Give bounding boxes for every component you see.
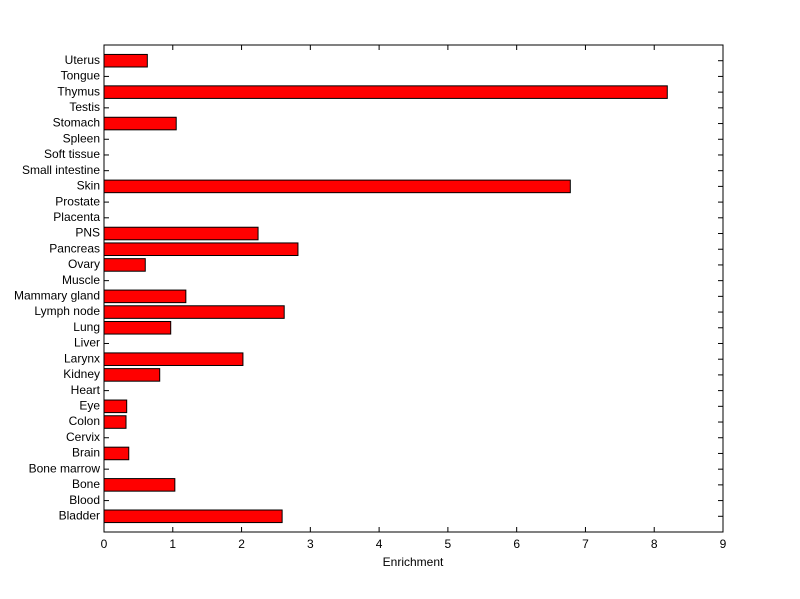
y-tick-label: Muscle xyxy=(62,273,100,287)
x-tick-label: 5 xyxy=(445,537,452,551)
y-tick-label: Prostate xyxy=(55,194,100,208)
bar xyxy=(103,289,187,304)
y-tick-label: Cervix xyxy=(66,430,100,444)
y-tick-label: Eye xyxy=(79,398,100,412)
x-axis-label: Enrichment xyxy=(383,555,444,569)
y-tick-label: Mammary gland xyxy=(14,289,100,303)
y-tick-label: Stomach xyxy=(53,116,100,130)
y-tick-label: Larynx xyxy=(64,351,100,365)
bar xyxy=(103,368,161,382)
x-tick-label: 2 xyxy=(238,537,245,551)
y-tick-label: PNS xyxy=(75,226,100,240)
y-tick-label: Uterus xyxy=(65,53,100,67)
bar xyxy=(103,226,259,241)
x-tick-label: 6 xyxy=(513,537,520,551)
plot-frame xyxy=(103,44,724,533)
y-tick-label: Lymph node xyxy=(34,304,100,318)
y-tick-label: Ovary xyxy=(68,257,100,271)
y-tick-label: Bone xyxy=(72,477,100,491)
bar xyxy=(103,305,285,319)
bar xyxy=(103,116,177,131)
x-tick-label: 9 xyxy=(720,537,727,551)
bar xyxy=(103,53,148,68)
y-tick-label: Soft tissue xyxy=(44,147,100,161)
y-tick-label: Liver xyxy=(74,336,100,350)
x-tick-label: 8 xyxy=(651,537,658,551)
y-tick-label: Thymus xyxy=(57,84,100,98)
x-tick-label: 0 xyxy=(101,537,108,551)
bar xyxy=(103,85,668,99)
y-tick-label: Colon xyxy=(69,414,100,428)
y-tick-label: Placenta xyxy=(53,210,100,224)
bar xyxy=(103,179,571,194)
y-tick-label: Pancreas xyxy=(49,241,100,255)
bar xyxy=(103,415,127,429)
y-tick-label: Heart xyxy=(71,383,101,397)
y-tick-label: Blood xyxy=(69,493,100,507)
bar xyxy=(103,242,299,257)
bar xyxy=(103,320,172,335)
bar xyxy=(103,352,244,366)
y-tick-label: Spleen xyxy=(63,131,100,145)
y-tick-label: Brain xyxy=(72,446,100,460)
y-tick-label: Lung xyxy=(73,320,100,334)
y-tick-label: Small intestine xyxy=(22,163,100,177)
x-tick-label: 7 xyxy=(582,537,589,551)
bar xyxy=(103,258,146,272)
y-tick-label: Bone marrow xyxy=(29,461,101,475)
y-tick-label: Kidney xyxy=(63,367,100,381)
bar xyxy=(103,446,130,461)
y-tick-label: Tongue xyxy=(61,69,101,83)
bar xyxy=(103,478,176,492)
x-tick-label: 4 xyxy=(376,537,383,551)
y-tick-label: Bladder xyxy=(59,508,100,522)
bar xyxy=(103,509,283,524)
bar xyxy=(103,399,128,414)
y-tick-label: Skin xyxy=(77,179,100,193)
y-tick-label: Testis xyxy=(69,100,100,114)
x-tick-label: 3 xyxy=(307,537,314,551)
x-tick-label: 1 xyxy=(169,537,176,551)
